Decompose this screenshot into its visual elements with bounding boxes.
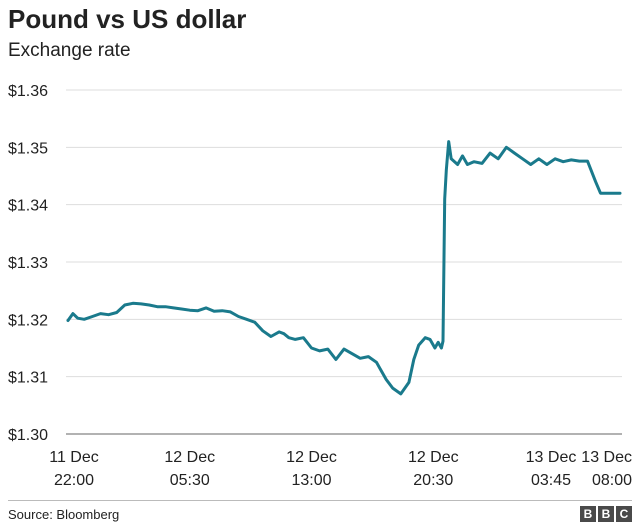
y-tick-labels: $1.36 $1.35 $1.34 $1.33 $1.32 $1.31 $1.30 (8, 83, 48, 444)
x-tick-label-date: 12 Dec (286, 449, 337, 466)
y-tick-label: $1.36 (8, 83, 48, 100)
y-tick-label: $1.34 (8, 198, 48, 215)
x-tick-label-time: 05:30 (170, 472, 210, 489)
line-chart: $1.36 $1.35 $1.34 $1.33 $1.32 $1.31 $1.30 11 D… (8, 83, 632, 489)
y-tick-label: $1.30 (8, 427, 48, 444)
x-tick-label-time: 03:45 (531, 472, 571, 489)
y-tick-label: $1.35 (8, 140, 48, 157)
x-tick-label-date: 12 Dec (164, 449, 215, 466)
logo-letter: B (598, 506, 614, 522)
y-tick-label: $1.32 (8, 312, 48, 329)
chart-title: Pound vs US dollar (8, 4, 247, 34)
chart-subtitle: Exchange rate (8, 40, 131, 61)
x-tick-labels: 11 Dec 22:00 12 Dec 05:30 12 Dec 13:00 12 Dec 2… (49, 449, 632, 489)
x-tick-label-date: 13 Dec (526, 449, 577, 466)
y-tick-label: $1.31 (8, 370, 48, 387)
y-gridlines (66, 89, 622, 435)
x-tick-label-time: 20:30 (413, 472, 453, 489)
footer-divider (8, 500, 632, 501)
x-tick-label-date: 12 Dec (408, 449, 459, 466)
logo-letter: B (580, 506, 596, 522)
source-note: Source: Bloomberg (8, 507, 120, 522)
x-tick-label-date: 11 Dec (49, 449, 99, 466)
x-tick-label-date: 13 Dec (581, 449, 632, 466)
bbc-logo: B B C (580, 506, 632, 522)
y-tick-label: $1.33 (8, 255, 48, 272)
x-tick-label-time: 13:00 (292, 472, 332, 489)
series-layer (66, 140, 622, 396)
series-line (66, 140, 622, 396)
x-tick-label-time: 08:00 (592, 472, 632, 489)
x-tick-label-time: 22:00 (54, 472, 94, 489)
logo-letter: C (616, 506, 632, 522)
